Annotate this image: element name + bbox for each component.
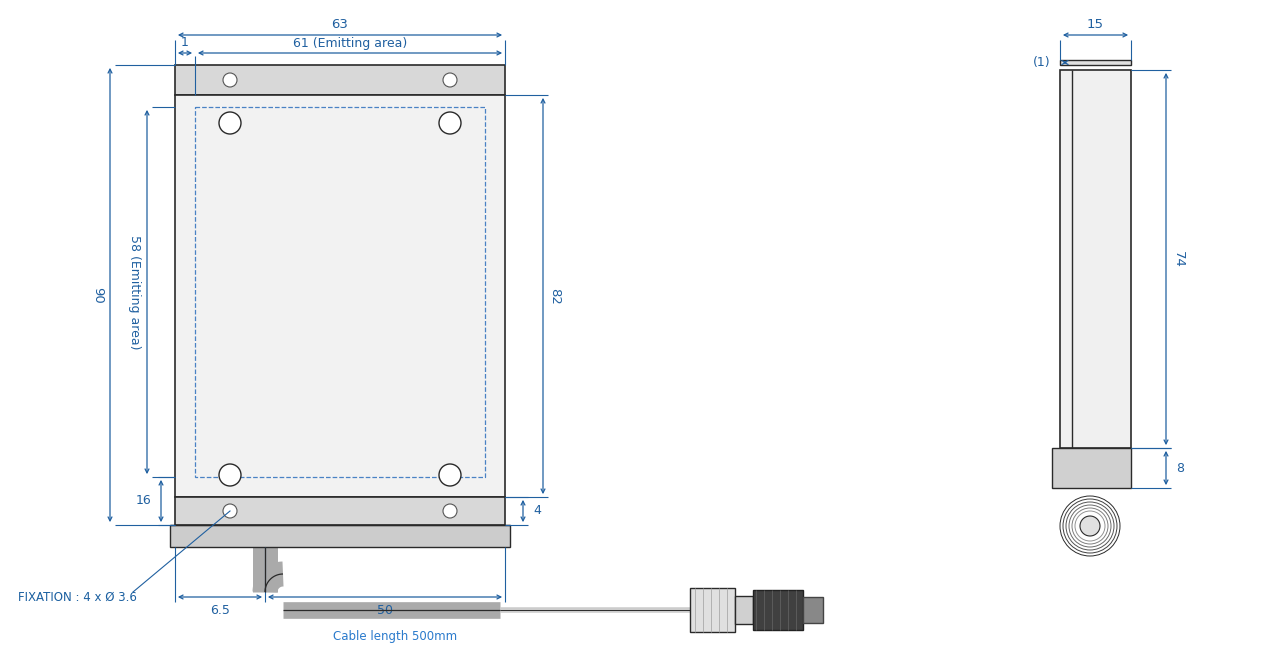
Bar (735, 596, 753, 624)
Text: 82: 82 (548, 288, 561, 305)
Bar (170, 525, 510, 547)
Circle shape (223, 504, 237, 518)
Bar (1060, 70, 1131, 448)
Bar (175, 497, 505, 525)
Text: 90: 90 (91, 286, 104, 303)
Text: 6.5: 6.5 (211, 605, 230, 618)
Text: 8: 8 (1176, 462, 1184, 475)
Circle shape (439, 464, 461, 486)
Circle shape (443, 504, 457, 518)
Bar (753, 590, 803, 630)
Text: Cable length 500mm: Cable length 500mm (332, 630, 457, 643)
Circle shape (223, 73, 237, 87)
Text: 63: 63 (331, 18, 349, 31)
Text: 61 (Emitting area): 61 (Emitting area) (293, 36, 407, 49)
Text: 1: 1 (181, 36, 189, 49)
Text: 4: 4 (533, 505, 541, 518)
Circle shape (1080, 516, 1100, 536)
Bar (175, 65, 505, 95)
Text: 16: 16 (136, 495, 151, 508)
Bar (803, 597, 824, 623)
Text: 58 (Emitting area): 58 (Emitting area) (128, 235, 142, 349)
Bar (175, 95, 505, 497)
Bar (1052, 448, 1131, 488)
Text: 50: 50 (377, 605, 393, 618)
Bar (690, 588, 735, 632)
Text: 74: 74 (1171, 251, 1184, 268)
Bar (1060, 60, 1131, 65)
Circle shape (220, 464, 241, 486)
Bar (195, 107, 485, 477)
Text: (1): (1) (1033, 56, 1049, 69)
Text: FIXATION : 4 x Ø 3.6: FIXATION : 4 x Ø 3.6 (18, 590, 137, 603)
Circle shape (439, 112, 461, 134)
Circle shape (443, 73, 457, 87)
Circle shape (220, 112, 241, 134)
Text: 15: 15 (1088, 18, 1104, 31)
